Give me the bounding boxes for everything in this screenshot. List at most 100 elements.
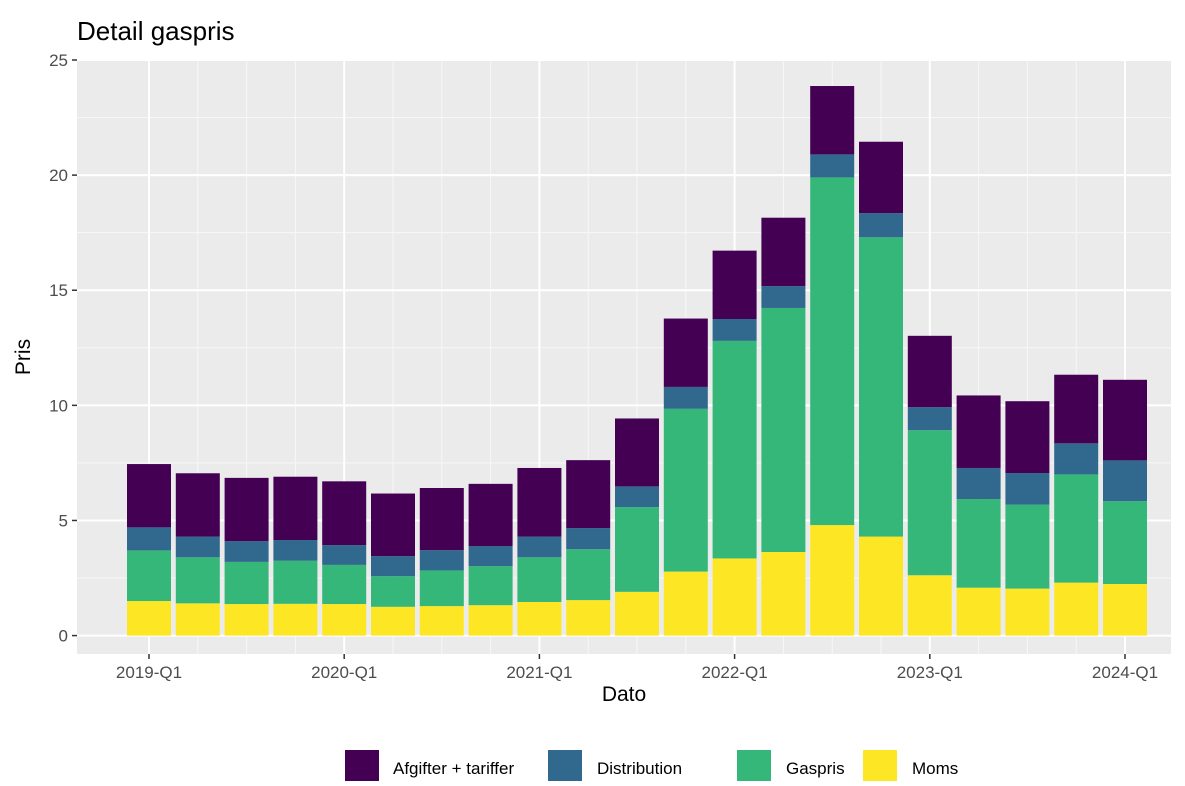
bar-segment bbox=[761, 286, 806, 308]
legend-label: Afgifter + tariffer bbox=[393, 759, 514, 778]
x-tick-label: 2023-Q1 bbox=[897, 663, 963, 682]
x-axis-title: Dato bbox=[602, 683, 646, 706]
legend-key bbox=[863, 750, 897, 784]
bar-segment bbox=[517, 601, 562, 636]
bar-segment bbox=[175, 603, 220, 636]
bar-segment bbox=[127, 527, 171, 551]
bars bbox=[127, 86, 1147, 636]
bar-segment bbox=[273, 560, 318, 604]
bar-segment bbox=[127, 550, 171, 602]
bar-segment bbox=[956, 395, 1001, 468]
legend-label: Moms bbox=[912, 759, 958, 778]
bar-segment bbox=[615, 591, 659, 636]
bar-segment bbox=[1005, 504, 1050, 589]
bar-segment bbox=[273, 603, 318, 636]
bar-segment bbox=[517, 467, 562, 537]
bar-segment bbox=[224, 561, 269, 605]
bar-segment bbox=[175, 473, 220, 537]
bar-segment bbox=[1054, 443, 1099, 475]
bar-segment bbox=[419, 606, 464, 636]
bar-segment bbox=[956, 587, 1001, 636]
legend: Afgifter + tariffer Distribution Gaspris Mo… bbox=[345, 750, 958, 784]
bar-segment bbox=[615, 418, 659, 487]
y-tick-label: 0 bbox=[59, 627, 68, 646]
bar-segment bbox=[810, 525, 855, 636]
x-tick-label: 2022-Q1 bbox=[702, 663, 768, 682]
y-tick-label: 20 bbox=[49, 166, 68, 185]
bar-segment bbox=[224, 541, 269, 562]
bar-segment bbox=[615, 486, 659, 508]
bar-segment bbox=[761, 552, 806, 636]
legend-key bbox=[737, 750, 771, 784]
bar-segment bbox=[1054, 374, 1099, 444]
bar-segment bbox=[712, 250, 757, 320]
bar-segment bbox=[468, 546, 513, 567]
bar-segment bbox=[1054, 582, 1099, 636]
bar-segment bbox=[663, 571, 708, 636]
bar-segment bbox=[419, 550, 464, 571]
bar-segment bbox=[663, 386, 708, 409]
bar-segment bbox=[712, 340, 757, 559]
bar-segment bbox=[371, 493, 415, 557]
bar-segment bbox=[663, 318, 708, 387]
x-tick-label: 2019-Q1 bbox=[116, 663, 182, 682]
y-axis-title: Pris bbox=[12, 339, 35, 375]
bar-segment bbox=[956, 499, 1001, 588]
bar-segment bbox=[859, 536, 903, 636]
x-tick-label: 2021-Q1 bbox=[506, 663, 572, 682]
x-tick-label: 2020-Q1 bbox=[311, 663, 377, 682]
bar-segment bbox=[615, 507, 659, 592]
bar-segment bbox=[1005, 473, 1050, 505]
bar-segment bbox=[712, 319, 757, 341]
y-tick-label: 10 bbox=[49, 396, 68, 415]
bar-segment bbox=[175, 557, 220, 604]
bar-segment bbox=[566, 549, 611, 601]
bar-segment bbox=[273, 476, 318, 541]
bar-segment bbox=[371, 556, 415, 577]
legend-label: Gaspris bbox=[786, 759, 845, 778]
bar-segment bbox=[419, 488, 464, 551]
bar-segment bbox=[175, 536, 220, 558]
bar-segment bbox=[907, 575, 952, 636]
legend-key bbox=[345, 750, 379, 784]
bar-segment bbox=[859, 213, 903, 238]
bar-segment bbox=[322, 564, 367, 605]
bar-segment bbox=[663, 408, 708, 572]
bar-segment bbox=[712, 558, 757, 636]
bar-segment bbox=[517, 557, 562, 602]
bar-segment bbox=[1103, 501, 1147, 585]
bar-segment bbox=[1103, 584, 1147, 636]
bar-segment bbox=[907, 407, 952, 431]
bar-segment bbox=[810, 177, 855, 526]
bar-segment bbox=[907, 335, 952, 408]
y-tick-label: 15 bbox=[49, 281, 68, 300]
bar-segment bbox=[322, 481, 367, 546]
bar-segment bbox=[761, 217, 806, 287]
bar-segment bbox=[810, 86, 855, 155]
bar-segment bbox=[517, 536, 562, 558]
bar-segment bbox=[810, 154, 855, 178]
bar-segment bbox=[1103, 379, 1147, 461]
bar-segment bbox=[859, 237, 903, 537]
bar-segment bbox=[127, 601, 171, 636]
y-axis: 0 5 10 15 20 25 bbox=[49, 51, 77, 646]
bar-segment bbox=[468, 605, 513, 636]
y-tick-label: 5 bbox=[59, 511, 68, 530]
x-axis: 2019-Q1 2020-Q1 2021-Q1 2022-Q1 2023-Q1 2024-… bbox=[116, 654, 1158, 682]
bar-segment bbox=[566, 600, 611, 636]
bar-segment bbox=[859, 141, 903, 214]
bar-segment bbox=[566, 460, 611, 529]
y-tick-label: 25 bbox=[49, 51, 68, 70]
legend-label: Distribution bbox=[597, 759, 682, 778]
bar-segment bbox=[371, 576, 415, 607]
bar-segment bbox=[907, 430, 952, 576]
bar-segment bbox=[1005, 588, 1050, 636]
bar-segment bbox=[468, 566, 513, 606]
bar-segment bbox=[371, 606, 415, 636]
bar-segment bbox=[1103, 460, 1147, 502]
bar-segment bbox=[468, 483, 513, 547]
legend-key bbox=[548, 750, 582, 784]
bar-segment bbox=[127, 464, 171, 528]
